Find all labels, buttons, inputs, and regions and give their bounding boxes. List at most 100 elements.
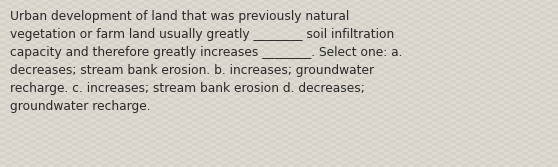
Bar bbox=[198, 77, 204, 80]
Bar bbox=[96, 110, 102, 113]
Bar bbox=[90, 11, 96, 14]
Bar bbox=[366, 53, 372, 56]
Bar bbox=[498, 17, 504, 20]
Bar bbox=[210, 71, 216, 74]
Bar bbox=[78, 47, 84, 50]
Bar bbox=[396, 62, 402, 65]
Bar bbox=[498, 35, 504, 38]
Bar bbox=[96, 146, 102, 149]
Bar bbox=[162, 17, 168, 20]
Bar bbox=[354, 113, 360, 116]
Bar bbox=[438, 83, 444, 86]
Bar bbox=[96, 152, 102, 155]
Bar bbox=[510, 161, 516, 164]
Bar bbox=[192, 134, 198, 137]
Bar bbox=[348, 92, 354, 95]
Bar bbox=[66, 77, 72, 80]
Bar bbox=[192, 80, 198, 83]
Bar bbox=[342, 143, 348, 146]
Bar bbox=[12, 20, 18, 23]
Bar bbox=[534, 95, 540, 98]
Bar bbox=[546, 5, 552, 8]
Bar bbox=[420, 92, 426, 95]
Bar bbox=[264, 146, 270, 149]
Bar bbox=[240, 164, 246, 167]
Bar bbox=[192, 68, 198, 71]
Bar bbox=[546, 17, 552, 20]
Bar bbox=[480, 8, 486, 11]
Bar bbox=[390, 53, 396, 56]
Bar bbox=[438, 59, 444, 62]
Bar bbox=[162, 149, 168, 152]
Bar bbox=[312, 38, 318, 41]
Bar bbox=[18, 101, 24, 104]
Bar bbox=[342, 53, 348, 56]
Bar bbox=[18, 53, 24, 56]
Bar bbox=[96, 50, 102, 53]
Bar bbox=[552, 56, 558, 59]
Bar bbox=[528, 86, 534, 89]
Bar bbox=[282, 149, 288, 152]
Bar bbox=[456, 92, 462, 95]
Bar bbox=[90, 17, 96, 20]
Bar bbox=[336, 98, 342, 101]
Bar bbox=[114, 155, 120, 158]
Bar bbox=[516, 38, 522, 41]
Bar bbox=[468, 146, 474, 149]
Bar bbox=[414, 107, 420, 110]
Bar bbox=[402, 29, 408, 32]
Bar bbox=[144, 104, 150, 107]
Bar bbox=[180, 110, 186, 113]
Bar bbox=[144, 164, 150, 167]
Bar bbox=[498, 71, 504, 74]
Bar bbox=[12, 38, 18, 41]
Bar bbox=[330, 0, 336, 2]
Bar bbox=[228, 92, 234, 95]
Bar bbox=[402, 41, 408, 44]
Bar bbox=[522, 35, 528, 38]
Bar bbox=[246, 137, 252, 140]
Bar bbox=[156, 158, 162, 161]
Bar bbox=[420, 32, 426, 35]
Bar bbox=[486, 0, 492, 2]
Bar bbox=[492, 20, 498, 23]
Bar bbox=[342, 137, 348, 140]
Bar bbox=[396, 50, 402, 53]
Bar bbox=[474, 11, 480, 14]
Bar bbox=[144, 44, 150, 47]
Bar bbox=[168, 44, 174, 47]
Bar bbox=[192, 56, 198, 59]
Bar bbox=[204, 8, 210, 11]
Bar bbox=[300, 98, 306, 101]
Bar bbox=[330, 59, 336, 62]
Bar bbox=[336, 86, 342, 89]
Bar bbox=[12, 122, 18, 125]
Bar bbox=[510, 89, 516, 92]
Bar bbox=[192, 122, 198, 125]
Bar bbox=[90, 137, 96, 140]
Bar bbox=[528, 98, 534, 101]
Bar bbox=[468, 20, 474, 23]
Bar bbox=[516, 20, 522, 23]
Bar bbox=[486, 11, 492, 14]
Bar bbox=[486, 143, 492, 146]
Bar bbox=[516, 56, 522, 59]
Bar bbox=[48, 20, 54, 23]
Bar bbox=[198, 53, 204, 56]
Bar bbox=[186, 35, 192, 38]
Bar bbox=[390, 131, 396, 134]
Bar bbox=[366, 23, 372, 26]
Bar bbox=[300, 14, 306, 17]
Bar bbox=[294, 143, 300, 146]
Bar bbox=[372, 68, 378, 71]
Bar bbox=[438, 0, 444, 2]
Bar bbox=[474, 125, 480, 128]
Bar bbox=[120, 32, 126, 35]
Bar bbox=[6, 77, 12, 80]
Bar bbox=[138, 95, 144, 98]
Bar bbox=[150, 35, 156, 38]
Bar bbox=[6, 41, 12, 44]
Bar bbox=[414, 5, 420, 8]
Bar bbox=[150, 53, 156, 56]
Bar bbox=[84, 38, 90, 41]
